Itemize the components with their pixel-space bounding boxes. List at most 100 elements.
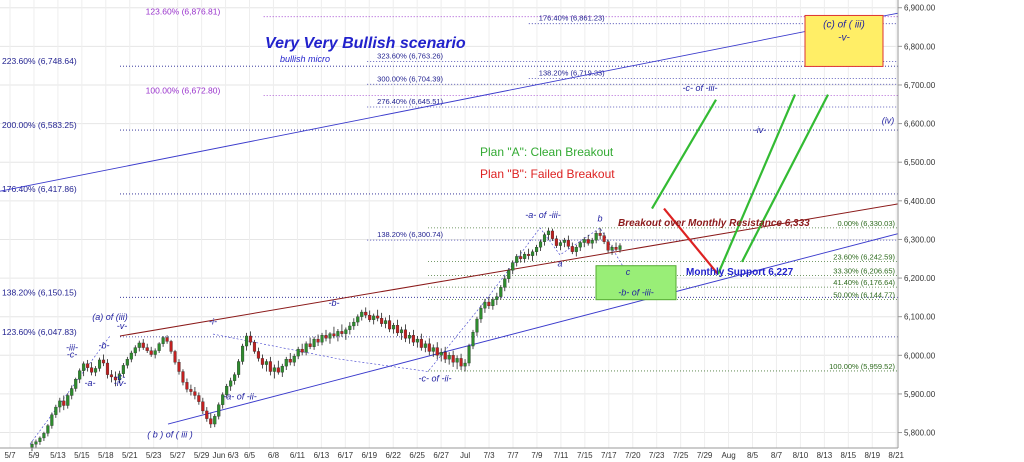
x-tick-label: 7/15 (577, 451, 593, 460)
candle-body (201, 401, 205, 412)
candle-body (558, 242, 562, 246)
wave-label: -iv- (114, 378, 127, 388)
x-tick-label: 7/17 (601, 451, 617, 460)
candle-body (54, 406, 58, 415)
candle-body (233, 374, 237, 381)
candle-body (185, 382, 189, 390)
x-tick-label: 5/15 (74, 451, 90, 460)
candle-body (58, 400, 62, 408)
candle-body (97, 359, 102, 369)
wave-path (29, 335, 111, 445)
fib-retracement-label: 41.40% (6,176.64) (833, 278, 895, 287)
wave-label: (iv) (882, 116, 895, 126)
fib-level-label: 138.20% (6,150.15) (2, 287, 77, 297)
candle-body (443, 352, 447, 360)
x-tick-label: 6/22 (385, 451, 401, 460)
plan-b-alt-arrow (741, 94, 829, 263)
candle-body (62, 400, 66, 406)
candle-body (292, 355, 296, 363)
candle-body (368, 314, 372, 320)
candle-body (554, 238, 558, 246)
x-tick-label: 6/13 (314, 451, 330, 460)
fib-level-label: 176.40% (6,861.23) (539, 14, 605, 23)
wave-label: a (557, 258, 562, 268)
candle-body (586, 239, 590, 244)
candle-body (435, 347, 439, 356)
candle-body (229, 380, 233, 387)
candle-body (225, 386, 229, 395)
candle-body (578, 242, 582, 248)
candle-body (244, 335, 249, 347)
candle-body (602, 235, 606, 242)
candle-body (193, 391, 197, 396)
x-tick-label: 6/17 (338, 451, 354, 460)
fib-retracement-label: 23.60% (6,242.59) (833, 253, 895, 262)
candle-body (169, 341, 173, 352)
candle-body (213, 416, 217, 425)
x-tick-label: 7/9 (531, 451, 543, 460)
fib-level-label: 100.00% (6,672.80) (146, 85, 221, 95)
candle-body (606, 241, 610, 251)
x-tick-label: 8/21 (888, 451, 904, 460)
candle-body (34, 441, 38, 445)
candle-body (451, 355, 455, 363)
candle-body (70, 388, 74, 396)
y-tick-label: 5,900.00 (904, 390, 936, 399)
candle-body (157, 343, 161, 351)
x-tick-label: 7/23 (649, 451, 665, 460)
x-tick-label: 5/27 (170, 451, 186, 460)
x-tick-label: 5/29 (194, 451, 210, 460)
candle-body (189, 389, 193, 392)
fib-retracement-label: 100.00% (5,959.52) (829, 362, 895, 371)
candle-body (391, 325, 396, 330)
x-tick-label: 5/21 (122, 451, 138, 460)
candle-body (145, 347, 149, 351)
y-tick-label: 6,600.00 (904, 120, 936, 129)
candle-body (197, 395, 201, 402)
candle-body (105, 362, 110, 375)
upper-channel-line (0, 12, 899, 192)
candle-body (137, 342, 141, 348)
candle-body (407, 335, 411, 339)
candle-body (542, 234, 547, 242)
candle-body (411, 335, 415, 343)
x-tick-label: 8/19 (864, 451, 880, 460)
candle-body (272, 367, 276, 372)
candle-body (260, 358, 264, 365)
y-tick-label: 6,900.00 (904, 4, 936, 13)
candle-body (535, 247, 539, 252)
x-tick-label: 8/13 (817, 451, 833, 460)
candle-body (153, 350, 157, 355)
y-tick-label: 6,800.00 (904, 42, 936, 51)
candle-body (364, 311, 368, 316)
candle-body (566, 240, 570, 247)
candle-body (427, 343, 431, 352)
fib-level-label: 323.60% (6,763.26) (377, 52, 443, 61)
y-tick-label: 6,300.00 (904, 235, 936, 244)
candle-body (276, 367, 280, 373)
y-tick-label: 6,700.00 (904, 81, 936, 90)
plan-b-recovery-arrow (716, 94, 797, 275)
fib-level-label: 276.40% (6,645.51) (377, 97, 443, 106)
target-box-sublabel: -v- (838, 32, 850, 43)
lower-channel-line (167, 233, 899, 425)
breakout-label: Breakout over Monthly Resistance 6,333 (618, 218, 810, 229)
candle-body (173, 351, 177, 363)
y-tick-label: 6,200.00 (904, 274, 936, 283)
x-tick-label: Jun 6/3 (212, 451, 239, 460)
x-tick-label: Jul (460, 451, 470, 460)
candle-body (221, 394, 225, 405)
candle-body (125, 359, 129, 366)
y-tick-label: 6,000.00 (904, 351, 936, 360)
candle-body (304, 343, 308, 353)
candle-body (42, 433, 46, 439)
candle-body (101, 359, 106, 364)
candle-body (531, 251, 535, 256)
candle-body (94, 368, 98, 373)
candle-body (30, 443, 34, 448)
fibonacci-levels: 123.60% (6,876.81) 223.60% (6,748.64) 100.… (2, 7, 898, 372)
candle-body (209, 418, 213, 425)
fib-level-label: 138.20% (6,719.33) (539, 69, 605, 78)
candle-body (328, 333, 332, 339)
candle-body (499, 287, 503, 297)
